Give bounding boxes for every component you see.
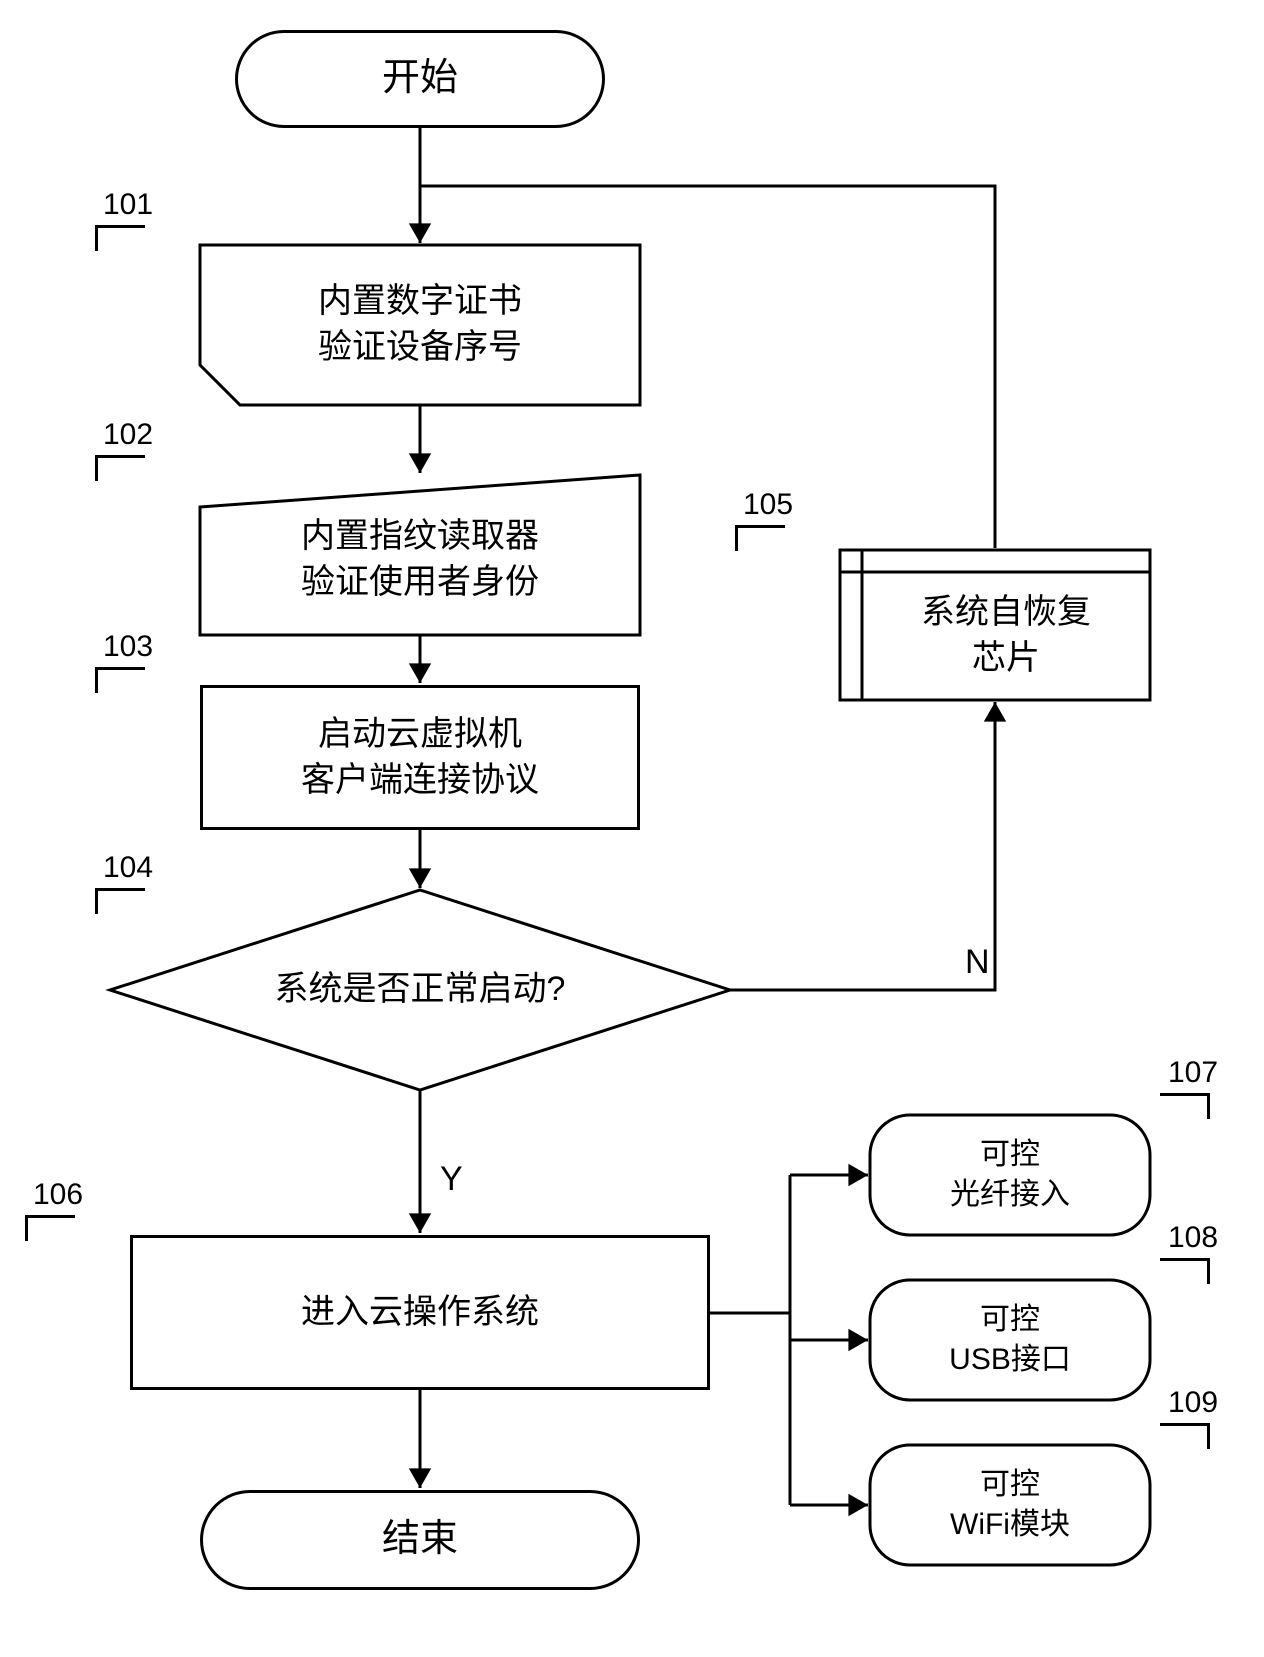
process-106: 进入云操作系统 — [130, 1235, 710, 1390]
ref-108-bracket — [1160, 1258, 1210, 1284]
ref-107: 107 — [1168, 1056, 1218, 1090]
ref-103-bracket — [95, 667, 145, 693]
ref-102-bracket — [95, 455, 145, 481]
ref-105: 105 — [743, 488, 793, 522]
flowchart-canvas: 开始 启动云虚拟机 客户端连接协议 进入云操作系统 结束 内置数字证书 验证设备… — [0, 0, 1264, 1657]
ref-108: 108 — [1168, 1221, 1218, 1255]
start-label: 开始 — [382, 53, 458, 104]
n105-text: 系统自恢复 芯片 — [862, 572, 1150, 700]
n101-text: 内置数字证书 验证设备序号 — [200, 245, 640, 405]
n106-label: 进入云操作系统 — [301, 1290, 539, 1336]
n102-text: 内置指纹读取器 验证使用者身份 — [200, 485, 640, 635]
ref-109: 109 — [1168, 1386, 1218, 1420]
ref-106: 106 — [33, 1178, 83, 1212]
ref-107-bracket — [1160, 1093, 1210, 1119]
terminator-start: 开始 — [235, 30, 605, 128]
n104-text: 系统是否正常启动? — [110, 966, 730, 1014]
end-label: 结束 — [382, 1514, 458, 1565]
ref-105-bracket — [735, 525, 785, 551]
process-103: 启动云虚拟机 客户端连接协议 — [200, 685, 640, 830]
n103-label: 启动云虚拟机 客户端连接协议 — [301, 712, 539, 804]
n107-text: 可控 光纤接入 — [870, 1115, 1150, 1235]
decision-yes-label: Y — [440, 1160, 463, 1199]
ref-103: 103 — [103, 630, 153, 664]
ref-101: 101 — [103, 188, 153, 222]
ref-102: 102 — [103, 418, 153, 452]
decision-no-label: N — [965, 943, 990, 982]
terminator-end: 结束 — [200, 1490, 640, 1590]
ref-101-bracket — [95, 225, 145, 251]
ref-104-bracket — [95, 888, 145, 914]
ref-104: 104 — [103, 851, 153, 885]
n109-text: 可控 WiFi模块 — [870, 1445, 1150, 1565]
ref-106-bracket — [25, 1215, 75, 1241]
ref-109-bracket — [1160, 1423, 1210, 1449]
n108-text: 可控 USB接口 — [870, 1280, 1150, 1400]
